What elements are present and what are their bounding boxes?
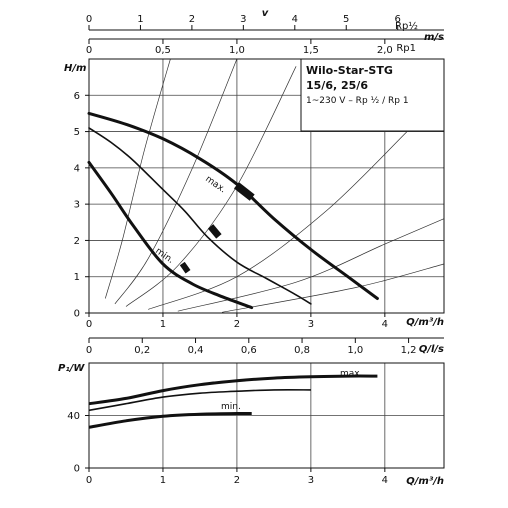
head-y-tick-label: 3 [74,200,80,211]
label-max-power: max. [340,369,362,379]
power-x-tick-label: 4 [382,475,388,486]
power-y-tick-label: 0 [74,464,80,475]
velocity-tick-label-rp1: 2,0 [377,45,393,56]
flow-tick-label: 0,8 [294,345,310,356]
head-axes-ticks: 0 1 2 3 4 0 1 2 3 4 5 6 [74,91,388,330]
head-y-tick-label: 6 [74,91,80,102]
power-curves [88,374,378,429]
power-x-tick-label: 1 [160,475,166,486]
velocity-ticks: 0 1 2 3 4 5 6 0 0,5 1,0 1,5 2,0 [86,14,401,56]
marker-mid [207,224,222,239]
rp-half-label: Rp½ [395,20,418,32]
velocity-tick-label-rp1: 0 [86,45,92,56]
head-chart: Wilo-Star-STG 15/6, 25/6 1~230 V – Rp ½ … [64,58,445,330]
head-y-tick-label: 5 [74,127,80,138]
power-x-axis-label: Q/m³/h [406,476,444,487]
operating-markers [179,182,255,274]
flow-tick-label: 1,2 [401,345,417,356]
marker-min [179,261,191,274]
system-curve [148,131,408,310]
flow-scale: 0 0,2 0,4 0,6 0,8 1,0 1,2 Q/l/s [86,337,444,356]
flow-tick-label: 0 [86,345,92,356]
power-y-axis-label: P₁/W [58,363,85,374]
flow-tick-label: 0,2 [134,345,150,356]
system-curve [125,66,297,307]
rp1-label: Rp1 [396,43,416,54]
velocity-tick-label-rp-half: 0 [86,14,92,25]
power-curve-min [88,411,252,429]
power-x-tick-label: 3 [308,475,314,486]
head-x-axis-label: Q/m³/h [406,317,444,328]
head-curve-max [87,111,379,300]
head-x-tick-label: 0 [86,319,92,330]
velocity-scales: v 0 1 2 3 4 5 6 0 0,5 1,0 1,5 2,0 Rp½ m/s Rp1 [86,8,444,56]
power-x-tick-label: 2 [234,475,240,486]
head-chart-frame [88,58,445,314]
velocity-tick-label-rp1: 0,5 [155,45,171,56]
head-curve-mid [88,127,312,305]
velocity-tick-label-rp-half: 4 [292,14,298,25]
head-y-tick-label: 1 [74,272,80,283]
head-curve-min [87,160,254,310]
head-curves [87,111,379,310]
head-y-axis-label: H/m [64,63,86,74]
flow-scale-ticks: 0 0,2 0,4 0,6 0,8 1,0 1,2 [86,338,417,356]
head-y-tick-label: 2 [74,236,80,247]
velocity-tick-label-rp-half: 5 [343,14,349,25]
power-x-tick-label: 0 [86,475,92,486]
head-x-tick-label: 1 [160,319,166,330]
label-min-power: min. [221,402,241,412]
system-curve [177,218,445,312]
head-x-tick-label: 3 [308,319,314,330]
flow-tick-label: 0,6 [241,345,257,356]
velocity-symbol: v [262,8,269,19]
label-max-head: max. [203,174,227,195]
velocity-tick-label-rp-half: 6 [395,14,401,25]
velocity-tick-label-rp-half: 2 [189,14,195,25]
system-curve [114,58,238,305]
power-curve-max [88,374,378,406]
head-x-tick-label: 2 [234,319,240,330]
velocity-tick-label-rp1: 1,0 [229,45,245,56]
chart-title: Wilo-Star-STG [306,64,393,77]
velocity-unit: m/s [424,32,444,43]
velocity-tick-label-rp1: 1,5 [303,45,319,56]
label-min-head: min. [153,246,175,266]
system-curve [222,263,445,313]
chart-subtitle: 15/6, 25/6 [306,79,368,92]
flow-tick-label: 0,4 [188,345,204,356]
velocity-tick-label-rp-half: 3 [240,14,246,25]
head-y-tick-label: 0 [74,309,80,320]
head-x-tick-label: 4 [382,319,388,330]
chart-caption: 1~230 V – Rp ½ / Rp 1 [306,96,409,106]
system-curve [104,58,171,299]
velocity-tick-label-rp-half: 1 [137,14,143,25]
marker-max [233,182,255,201]
power-y-tick-label: 40 [67,411,80,422]
flow-scale-unit: Q/l/s [419,344,444,355]
head-y-tick-label: 4 [74,163,80,174]
power-curve-mid [88,389,311,412]
flow-tick-label: 1,0 [347,345,363,356]
